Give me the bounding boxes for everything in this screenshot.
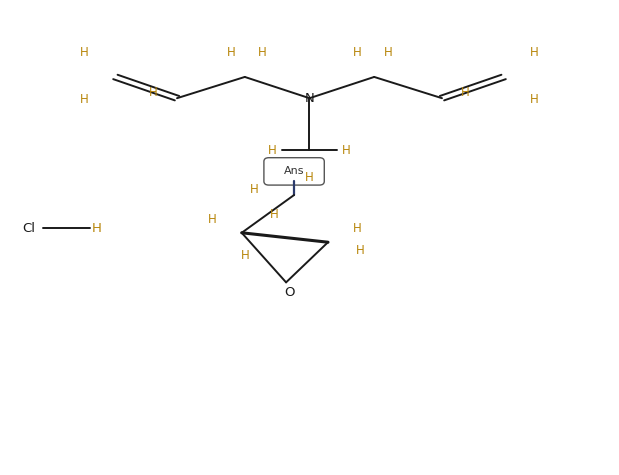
Text: N: N bbox=[305, 92, 314, 104]
Text: H: H bbox=[92, 221, 102, 235]
Text: H: H bbox=[80, 93, 89, 106]
Text: H: H bbox=[461, 86, 470, 99]
Text: H: H bbox=[530, 46, 539, 59]
Text: H: H bbox=[208, 213, 217, 226]
Text: H: H bbox=[227, 46, 236, 59]
Text: H: H bbox=[353, 222, 362, 236]
Text: H: H bbox=[530, 93, 539, 106]
Text: H: H bbox=[342, 143, 351, 157]
Text: H: H bbox=[356, 244, 365, 257]
Text: H: H bbox=[149, 86, 158, 99]
Text: O: O bbox=[284, 286, 295, 299]
FancyBboxPatch shape bbox=[264, 158, 324, 185]
Text: H: H bbox=[240, 249, 249, 262]
Text: H: H bbox=[80, 46, 89, 59]
Text: H: H bbox=[249, 183, 258, 196]
Text: H: H bbox=[258, 46, 266, 59]
Text: Ans: Ans bbox=[284, 166, 305, 176]
Text: H: H bbox=[268, 143, 277, 157]
Text: H: H bbox=[270, 209, 279, 221]
Text: H: H bbox=[305, 171, 314, 184]
Text: Cl: Cl bbox=[23, 221, 36, 235]
Text: H: H bbox=[353, 46, 361, 59]
Text: H: H bbox=[383, 46, 392, 59]
